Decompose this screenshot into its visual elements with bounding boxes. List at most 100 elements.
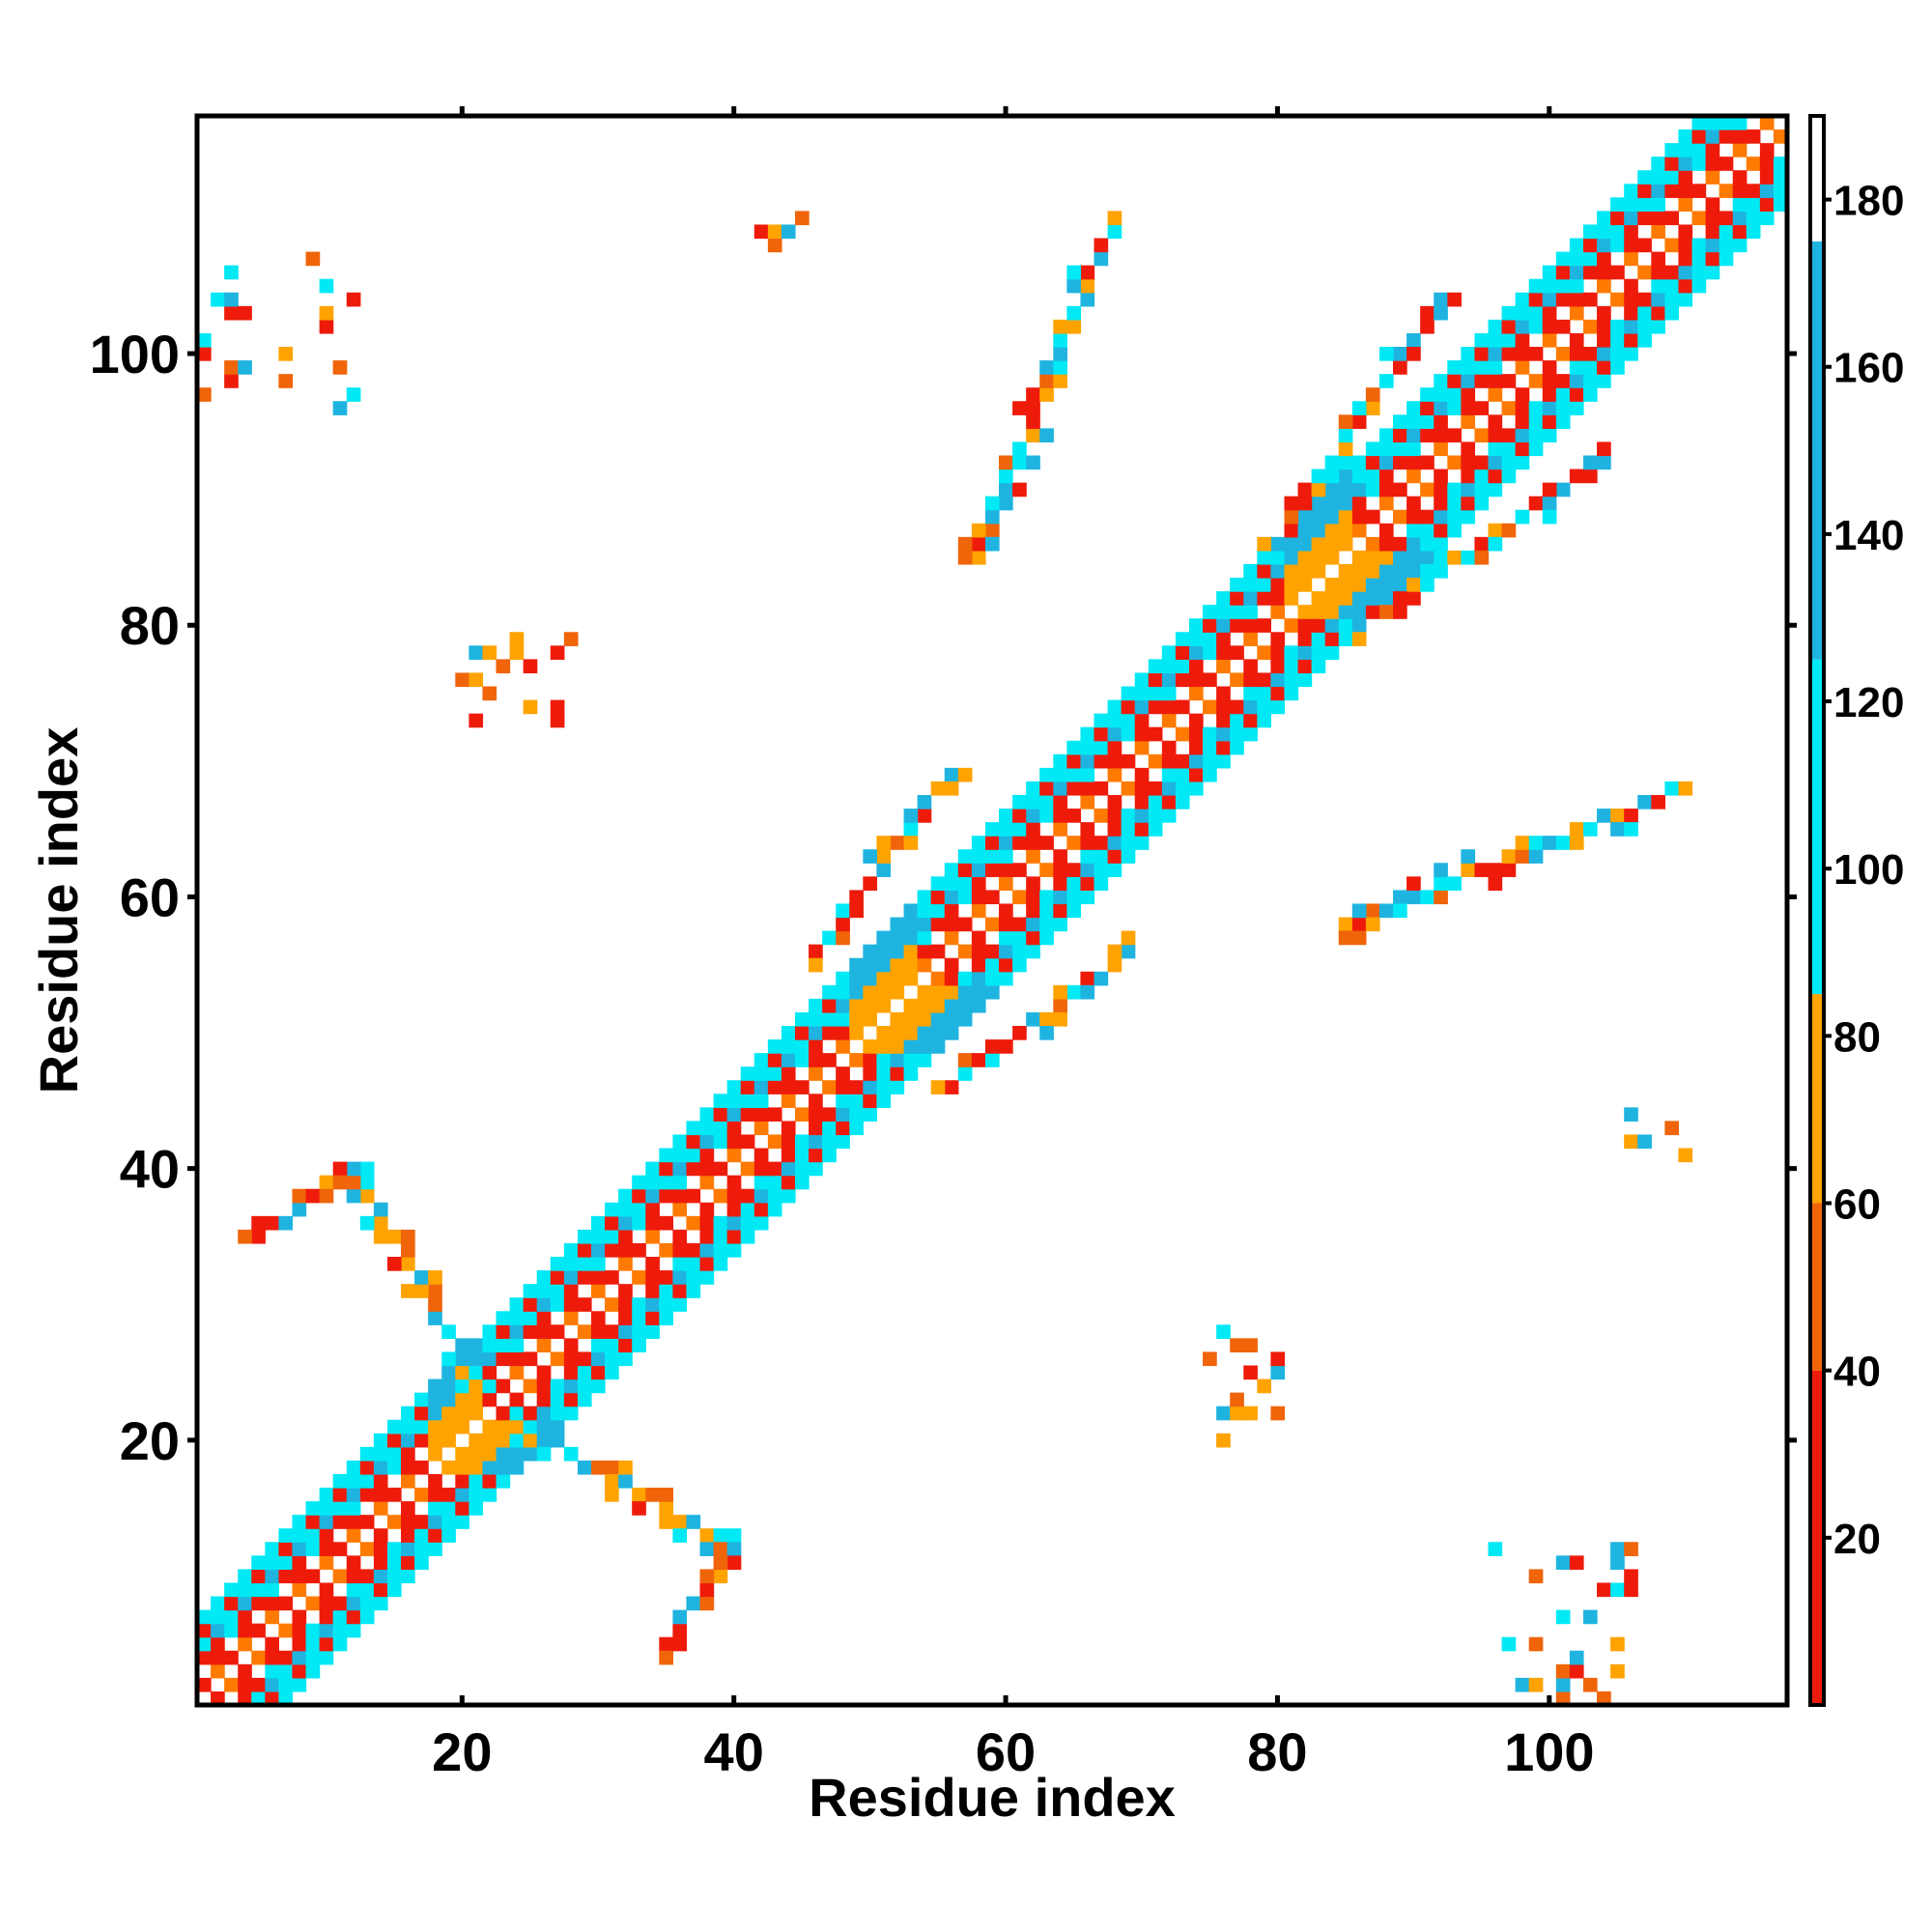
heatmap-cell xyxy=(1406,890,1421,905)
heatmap-cell xyxy=(903,1053,919,1067)
heatmap-cell xyxy=(1569,265,1584,280)
heatmap-cell xyxy=(536,1270,552,1285)
heatmap-cell xyxy=(1461,387,1476,402)
heatmap-cell xyxy=(1528,836,1544,850)
heatmap-cell xyxy=(1447,455,1462,470)
heatmap-cell xyxy=(319,1636,334,1652)
heatmap-cell xyxy=(1324,591,1340,606)
heatmap-cell xyxy=(1080,794,1095,810)
heatmap-cell xyxy=(1597,224,1611,240)
heatmap-cell xyxy=(469,672,484,688)
heatmap-cell xyxy=(863,1011,878,1027)
heatmap-cell xyxy=(672,1636,688,1652)
heatmap-cell xyxy=(1175,794,1190,810)
heatmap-cell xyxy=(1624,292,1638,307)
heatmap-cell xyxy=(455,1515,469,1529)
heatmap-cell xyxy=(469,1378,484,1394)
heatmap-cell xyxy=(1121,809,1136,823)
heatmap-cell xyxy=(1732,238,1747,253)
heatmap-cell xyxy=(1624,251,1638,267)
heatmap-cell xyxy=(1243,591,1258,606)
heatmap-cell xyxy=(1338,578,1353,592)
heatmap-cell xyxy=(944,863,959,877)
heatmap-cell xyxy=(373,1202,388,1217)
heatmap-cell xyxy=(1474,863,1490,877)
heatmap-cell xyxy=(890,1039,905,1054)
heatmap-cell xyxy=(1039,767,1054,782)
y-tick-label: 80 xyxy=(120,595,180,656)
heatmap-cell xyxy=(1053,1011,1067,1027)
heatmap-cell xyxy=(1243,672,1258,688)
heatmap-cell xyxy=(726,1188,742,1204)
heatmap-cell xyxy=(822,1121,837,1136)
heatmap-cell xyxy=(1188,659,1204,674)
heatmap-cell xyxy=(1678,197,1693,213)
heatmap-cell xyxy=(686,1515,701,1529)
heatmap-cell xyxy=(1773,197,1788,213)
heatmap-cell xyxy=(482,1378,497,1394)
heatmap-cell xyxy=(1474,550,1490,565)
heatmap-cell xyxy=(1569,347,1584,361)
heatmap-cell xyxy=(903,903,919,919)
heatmap-cell xyxy=(305,1569,321,1584)
heatmap-cell xyxy=(903,944,919,959)
heatmap-cell xyxy=(1664,143,1680,157)
heatmap-cell xyxy=(767,1134,782,1150)
heatmap-cell xyxy=(1351,496,1367,511)
heatmap-cell xyxy=(1637,211,1652,226)
heatmap-cell xyxy=(401,1406,415,1421)
heatmap-cell xyxy=(971,984,986,1000)
heatmap-cell xyxy=(1066,836,1082,850)
heatmap-cell xyxy=(1773,184,1788,198)
heatmap-cell xyxy=(713,1161,728,1177)
heatmap-cell xyxy=(1066,278,1082,294)
heatmap-cell xyxy=(265,1596,280,1611)
heatmap-cell xyxy=(1719,129,1734,144)
heatmap-cell xyxy=(1053,374,1067,388)
heatmap-cell xyxy=(1542,374,1557,388)
heatmap-cell xyxy=(319,278,334,294)
heatmap-cell xyxy=(672,1609,688,1625)
heatmap-cell xyxy=(930,903,946,919)
heatmap-cell xyxy=(890,1080,905,1094)
heatmap-cell xyxy=(1257,645,1271,660)
heatmap-cell xyxy=(672,1202,688,1217)
heatmap-cell xyxy=(1528,319,1544,334)
heatmap-cell xyxy=(1528,1569,1544,1584)
heatmap-cell xyxy=(1705,224,1720,240)
heatmap-cell xyxy=(1297,645,1313,660)
heatmap-cell xyxy=(1773,156,1788,171)
heatmap-cell xyxy=(1066,767,1082,782)
heatmap-cell xyxy=(1542,482,1557,497)
heatmap-cell xyxy=(1039,863,1054,877)
heatmap-cell xyxy=(251,1582,266,1598)
heatmap-cell xyxy=(265,1650,280,1665)
heatmap-cell xyxy=(496,1351,511,1367)
heatmap-cell xyxy=(386,1257,402,1271)
heatmap-cell xyxy=(1393,903,1407,919)
heatmap-cell xyxy=(1488,482,1503,497)
heatmap-cell xyxy=(332,1501,348,1516)
heatmap-cell xyxy=(740,1229,755,1244)
heatmap-cell xyxy=(781,1053,796,1067)
heatmap-cell xyxy=(1569,1555,1584,1570)
heatmap-cell xyxy=(1161,699,1177,715)
heatmap-cell xyxy=(1678,184,1693,198)
heatmap-cell xyxy=(1148,794,1163,810)
heatmap-cell xyxy=(1161,713,1177,728)
heatmap-cell xyxy=(1203,605,1217,619)
heatmap-cell xyxy=(957,944,973,959)
heatmap-cell xyxy=(605,1338,619,1353)
heatmap-cell xyxy=(359,1542,375,1556)
heatmap-cell xyxy=(550,1270,565,1285)
heatmap-cell xyxy=(455,1501,469,1516)
heatmap-cell xyxy=(957,984,973,1000)
heatmap-cell xyxy=(523,1297,538,1312)
heatmap-cell xyxy=(1094,251,1109,267)
heatmap-cell xyxy=(1637,1134,1652,1150)
colorbar-tick-label: 140 xyxy=(1833,512,1904,559)
heatmap-cell xyxy=(590,1311,606,1325)
colorbar-segment xyxy=(1810,241,1824,660)
heatmap-cell xyxy=(1461,849,1476,864)
heatmap-cell xyxy=(1515,509,1530,525)
